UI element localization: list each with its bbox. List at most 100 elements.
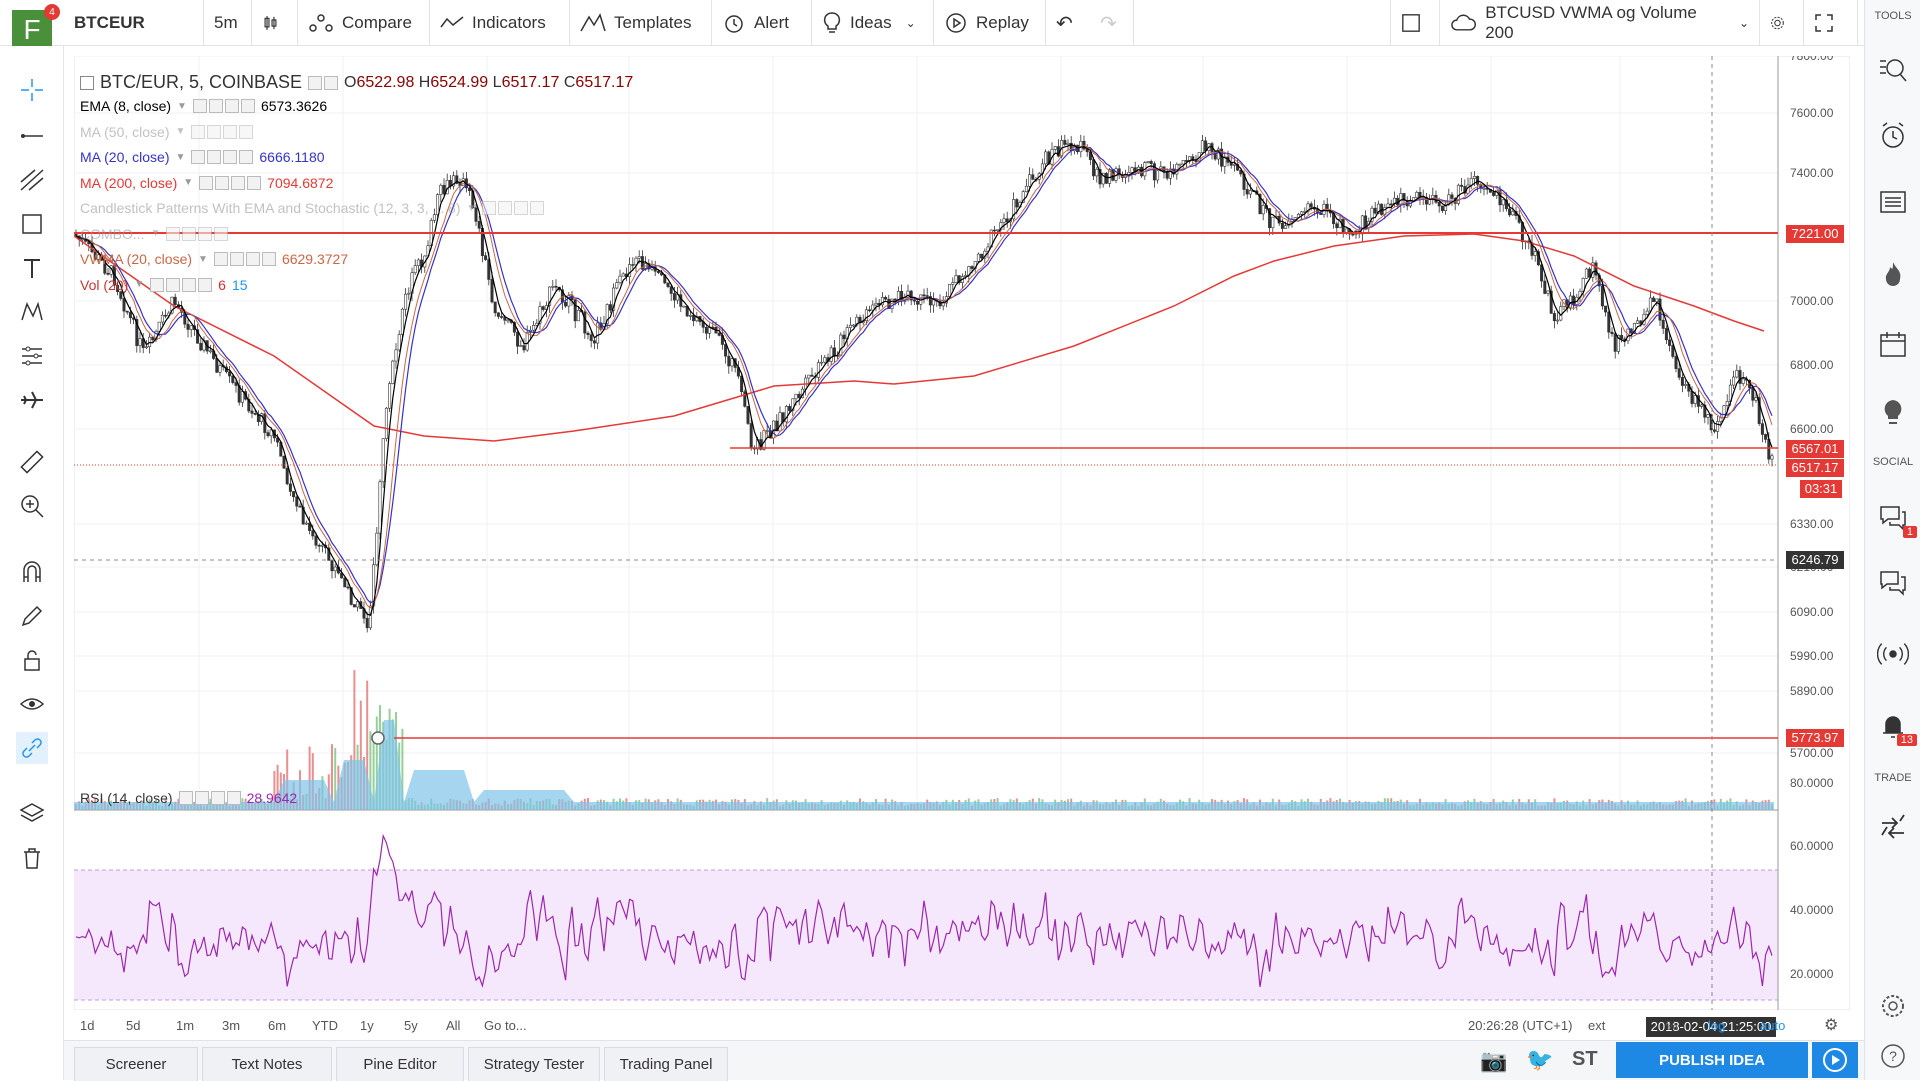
fullscreen-toggle[interactable] <box>1390 0 1440 46</box>
gear-icon[interactable] <box>324 75 339 90</box>
indicator-legend-row[interactable]: Vol (20) ▼ 6 15 <box>80 277 248 293</box>
alerts-button[interactable] <box>1877 120 1909 152</box>
watchlist-button[interactable] <box>1877 54 1909 86</box>
stay-drawing-tool[interactable] <box>16 600 48 632</box>
chevron-down-icon[interactable]: ▼ <box>466 202 477 214</box>
chart-style-button[interactable] <box>252 0 298 46</box>
zoom-tool[interactable] <box>16 490 48 522</box>
ruler-tool[interactable] <box>16 446 48 478</box>
range-button[interactable]: 5d <box>126 1018 141 1033</box>
close-icon[interactable] <box>247 175 262 190</box>
calendar-button[interactable] <box>1877 328 1909 360</box>
rsi-buttons[interactable] <box>178 791 241 805</box>
crosshair-tool[interactable] <box>16 74 48 106</box>
gear-icon[interactable] <box>194 791 209 805</box>
plus-icon[interactable] <box>198 226 213 241</box>
range-button[interactable]: 6m <box>268 1018 287 1033</box>
symbol-search-button[interactable]: BTCEUR <box>64 0 204 46</box>
camera-icon[interactable]: 📷 <box>1480 1048 1508 1073</box>
gear-icon[interactable]: ⚙ <box>1824 1017 1839 1034</box>
pattern-tool[interactable] <box>16 296 48 328</box>
sync-drawings-tool[interactable] <box>16 732 48 764</box>
streams-button[interactable] <box>1877 638 1909 670</box>
shape-tool[interactable] <box>16 208 48 240</box>
templates-button[interactable]: Templates <box>570 0 712 46</box>
trend-line-tool[interactable] <box>16 120 48 152</box>
eye-icon[interactable] <box>178 791 193 805</box>
chevron-down-icon[interactable]: ▼ <box>183 177 194 188</box>
chats-button[interactable]: 1 <box>1877 502 1917 538</box>
close-icon[interactable] <box>198 277 213 292</box>
percent-toggle[interactable]: % <box>1666 1018 1678 1033</box>
eye-icon[interactable] <box>191 124 206 139</box>
range-button[interactable]: 1d <box>80 1018 95 1033</box>
lock-tool[interactable] <box>16 644 48 676</box>
gear-icon[interactable] <box>229 252 244 266</box>
fib-tool[interactable] <box>16 164 48 196</box>
help-button[interactable]: ? <box>1877 1040 1909 1072</box>
plus-icon[interactable] <box>210 791 225 805</box>
publish-play-button[interactable] <box>1812 1042 1858 1078</box>
close-icon[interactable] <box>214 226 229 241</box>
magnet-tool[interactable] <box>16 556 48 588</box>
compare-button[interactable]: Compare <box>298 0 430 46</box>
eye-icon[interactable] <box>166 226 181 241</box>
indicator-legend-row[interactable]: MA (200, close) ▼ 7094.6872 <box>80 175 333 191</box>
range-button[interactable]: 1m <box>176 1018 195 1033</box>
panel-tab[interactable]: Pine Editor <box>336 1047 464 1081</box>
panel-tab[interactable]: Text Notes <box>202 1047 332 1081</box>
close-icon[interactable] <box>240 99 255 113</box>
settings-button[interactable] <box>1877 990 1909 1022</box>
twitter-icon[interactable]: 🐦 <box>1526 1047 1554 1072</box>
gear-icon[interactable] <box>182 226 197 241</box>
price-chart[interactable]: 7800.00 7600.00 7400.00 7000.00 6800.00 6600.… <box>74 56 1850 1010</box>
ext-toggle[interactable]: ext <box>1588 1018 1606 1033</box>
redo-button[interactable]: ↷ <box>1090 0 1134 46</box>
gear-icon[interactable] <box>207 124 222 139</box>
plus-icon[interactable] <box>224 99 239 113</box>
data-window-button[interactable] <box>1877 186 1909 218</box>
visibility-tool[interactable] <box>16 688 48 720</box>
notifications-button[interactable]: 13 <box>1877 710 1917 746</box>
plus-icon[interactable] <box>231 175 246 190</box>
plus-icon[interactable] <box>182 277 197 292</box>
eye-icon[interactable] <box>150 277 165 292</box>
indicator-legend-row[interactable]: EMA (8, close) ▼ 6573.3626 <box>80 98 327 114</box>
panel-tab[interactable]: Strategy Tester <box>468 1047 600 1081</box>
hotlists-button[interactable] <box>1877 258 1909 290</box>
stocktwits-icon[interactable]: ST <box>1572 1048 1598 1070</box>
close-icon[interactable] <box>226 791 241 805</box>
indicators-button[interactable]: Indicators <box>430 0 570 46</box>
undo-button[interactable]: ↶ <box>1046 0 1090 46</box>
interval-button[interactable]: 5m <box>204 0 252 46</box>
indicator-legend-row[interactable]: COMBO... ▼ <box>80 226 234 242</box>
close-icon[interactable] <box>261 252 276 266</box>
panel-tab[interactable]: Trading Panel <box>604 1047 728 1081</box>
panel-tab[interactable]: Screener <box>74 1047 198 1081</box>
indicator-legend-row[interactable]: VWMA (20, close) ▼ 6629.3727 <box>80 251 348 267</box>
fullscreen-button[interactable] <box>1804 0 1858 46</box>
chevron-down-icon[interactable]: ▼ <box>198 253 208 265</box>
gear-icon[interactable] <box>215 175 230 190</box>
indicator-buttons[interactable] <box>199 175 262 190</box>
gear-icon[interactable] <box>208 99 223 113</box>
publish-idea-button[interactable]: PUBLISH IDEA <box>1616 1042 1808 1078</box>
object-tree-tool[interactable] <box>16 798 48 830</box>
indicator-buttons[interactable] <box>192 99 255 113</box>
private-chats-button[interactable] <box>1877 566 1909 598</box>
eye-icon[interactable] <box>308 75 323 90</box>
alert-button[interactable]: Alert <box>712 0 812 46</box>
prediction-tool[interactable] <box>16 340 48 372</box>
indicator-buttons[interactable] <box>166 226 229 241</box>
ideas-button[interactable]: Ideas ⌄ <box>812 0 934 46</box>
indicator-legend-row[interactable]: MA (50, close) ▼ <box>80 124 259 140</box>
legend-buttons[interactable] <box>308 75 339 90</box>
chevron-down-icon[interactable]: ▼ <box>150 228 161 239</box>
range-button[interactable]: 1y <box>360 1018 374 1033</box>
indicator-legend-row[interactable]: Candlestick Patterns With EMA and Stocha… <box>80 200 550 216</box>
gear-icon[interactable] <box>498 201 513 215</box>
chevron-down-icon[interactable]: ▼ <box>177 100 187 112</box>
eye-icon[interactable] <box>482 201 497 215</box>
range-button[interactable]: All <box>446 1018 461 1033</box>
